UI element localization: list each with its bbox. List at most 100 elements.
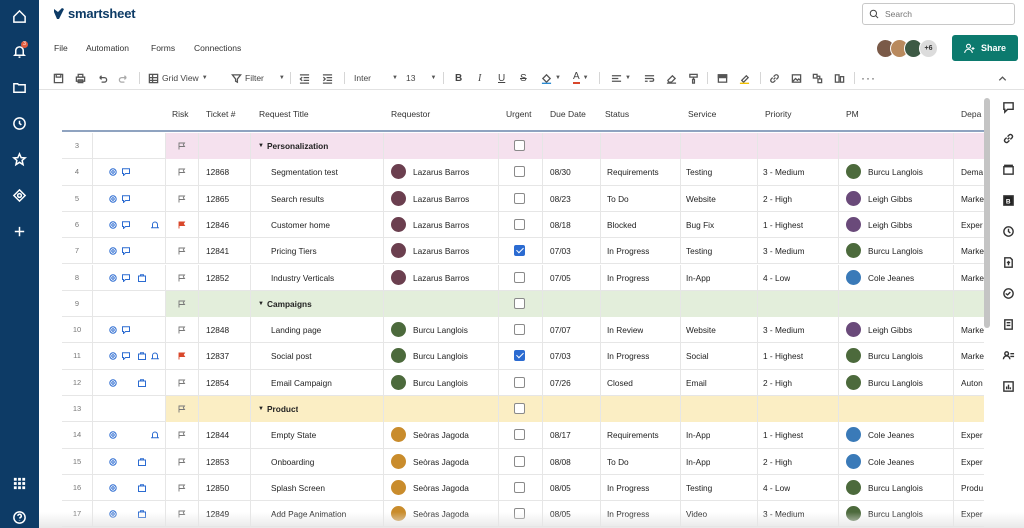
menu-forms[interactable]: Forms (151, 43, 176, 53)
pm-cell[interactable]: Burcu Langlois (868, 167, 923, 178)
urgent-checkbox[interactable] (514, 403, 525, 414)
row-number[interactable]: 14 (72, 430, 82, 440)
ticket-cell[interactable]: 12841 (206, 246, 230, 257)
urgent-checkbox[interactable] (514, 218, 525, 230)
status-cell[interactable]: In Progress (607, 482, 650, 493)
column-header-request-title[interactable]: Request Title (259, 109, 309, 119)
priority-cell[interactable]: 2 - High (763, 377, 793, 388)
priority-cell[interactable]: 2 - High (763, 193, 793, 204)
due-date-cell[interactable]: 07/03 (550, 246, 571, 257)
risk-flag-icon[interactable] (178, 142, 186, 150)
text-color-icon[interactable]: A ▼ (573, 71, 589, 84)
search-box[interactable] (862, 3, 1015, 25)
card-view-icon[interactable] (717, 71, 728, 85)
menu-connections[interactable]: Connections (194, 43, 242, 53)
risk-flag-icon[interactable] (178, 195, 186, 203)
department-cell[interactable]: Marke (961, 325, 984, 336)
summary-icon[interactable] (1000, 285, 1016, 301)
indent-icon[interactable] (322, 71, 333, 85)
fill-color-icon[interactable]: ▼ (541, 71, 561, 85)
menu-file[interactable]: File (54, 43, 68, 53)
comment-icon[interactable] (122, 247, 130, 256)
pm-cell[interactable]: Burcu Langlois (868, 351, 923, 362)
font-size-select[interactable]: 13 ▼ (406, 71, 436, 85)
collapse-toolbar-chevron-up-icon[interactable] (997, 71, 1008, 85)
requestor-cell[interactable]: Lazarus Barros (413, 193, 470, 204)
priority-cell[interactable]: 3 - Medium (763, 325, 805, 336)
forms-panel-icon[interactable] (1000, 316, 1016, 332)
risk-flag-icon[interactable] (178, 405, 186, 413)
urgent-checkbox[interactable] (514, 140, 525, 151)
service-cell[interactable]: Testing (686, 246, 713, 257)
pm-cell[interactable]: Cole Jeanes (868, 272, 915, 283)
comment-icon[interactable] (122, 352, 130, 362)
requestor-cell[interactable]: Lazarus Barros (413, 246, 470, 257)
proof-icon[interactable] (138, 457, 146, 466)
table-row[interactable]: 14 12844 Empty State Seòras Jagoda 08/17 Requ… (62, 422, 984, 449)
urgent-checkbox[interactable] (514, 297, 525, 309)
reports-chart-icon[interactable] (1000, 378, 1016, 394)
requestor-cell[interactable]: Seòras Jagoda (413, 430, 469, 441)
table-row[interactable]: 11 12837 Social post Burcu Langlois 07/03 In … (62, 343, 984, 370)
pm-cell[interactable]: Cole Jeanes (868, 456, 915, 467)
urgent-checkbox[interactable] (514, 324, 525, 336)
row-number[interactable]: 9 (74, 298, 80, 308)
view-selector[interactable]: Grid View ▼ (148, 71, 208, 85)
risk-flag-icon[interactable] (178, 247, 186, 255)
column-header-department[interactable]: Depa (961, 109, 982, 119)
table-row[interactable]: 4 12868 Segmentation test Lazarus Barros 08/… (62, 159, 984, 186)
workapps-icon[interactable] (8, 184, 30, 206)
risk-flag-icon[interactable] (178, 379, 186, 387)
risk-flag-icon[interactable] (178, 484, 186, 492)
urgent-checkbox[interactable] (514, 429, 525, 441)
reminder-bell-icon[interactable] (150, 352, 160, 360)
row-number[interactable]: 15 (72, 456, 82, 466)
ticket-cell[interactable]: 12837 (206, 351, 230, 362)
font-family-select[interactable]: Inter ▼ (354, 71, 398, 85)
mention-icon[interactable] (109, 247, 117, 255)
column-header-urgent[interactable]: Urgent (506, 109, 532, 119)
pm-cell[interactable]: Leigh Gibbs (868, 325, 913, 336)
outdent-icon[interactable] (299, 71, 310, 85)
requestor-cell[interactable]: Lazarus Barros (413, 219, 470, 230)
mention-icon[interactable] (109, 326, 117, 334)
department-cell[interactable]: Exper (961, 456, 983, 467)
proof-icon[interactable] (138, 378, 146, 387)
notifications-icon[interactable]: 3 (8, 40, 30, 62)
priority-cell[interactable]: 3 - Medium (763, 167, 805, 178)
highlight-changes-icon[interactable] (739, 71, 750, 85)
ticket-cell[interactable]: 12853 (206, 456, 230, 467)
requestor-cell[interactable]: Burcu Langlois (413, 377, 468, 388)
column-header-priority[interactable]: Priority (765, 109, 792, 119)
table-row[interactable]: 8 12852 Industry Verticals Lazarus Barros 07… (62, 264, 984, 291)
priority-cell[interactable]: 2 - High (763, 456, 793, 467)
request-title-cell[interactable]: Segmentation test (271, 167, 338, 178)
risk-flag-icon[interactable] (178, 168, 186, 176)
ticket-cell[interactable]: 12868 (206, 167, 230, 178)
request-title-cell[interactable]: Industry Verticals (271, 272, 335, 283)
mention-icon[interactable] (109, 273, 117, 282)
group-row[interactable]: 9 ▼ Campaigns (62, 290, 984, 318)
department-cell[interactable]: Exper (961, 430, 983, 441)
service-cell[interactable]: Email (686, 377, 707, 388)
ticket-cell[interactable]: 12850 (206, 482, 230, 493)
risk-flag-icon[interactable] (178, 326, 186, 334)
table-row[interactable]: 7 12841 Pricing Tiers Lazarus Barros 07/03 In… (62, 238, 984, 265)
image-icon[interactable] (791, 71, 802, 85)
service-cell[interactable]: Social (686, 351, 709, 362)
strikethrough-icon[interactable]: S (520, 72, 527, 84)
due-date-cell[interactable]: 07/05 (550, 272, 571, 283)
pm-cell[interactable]: Cole Jeanes (868, 430, 915, 441)
requestor-cell[interactable]: Seòras Jagoda (413, 482, 469, 493)
publish-icon[interactable] (1000, 254, 1016, 270)
comment-icon[interactable] (122, 194, 130, 204)
status-cell[interactable]: Requirements (607, 430, 659, 441)
row-number[interactable]: 4 (74, 167, 80, 177)
ticket-cell[interactable]: 12844 (206, 430, 230, 441)
proof-icon[interactable] (138, 484, 146, 492)
due-date-cell[interactable]: 08/18 (550, 219, 571, 230)
mention-icon[interactable] (109, 221, 117, 229)
due-date-cell[interactable]: 08/30 (550, 167, 571, 178)
row-number[interactable]: 8 (74, 272, 80, 282)
requestor-cell[interactable]: Burcu Langlois (413, 351, 468, 362)
